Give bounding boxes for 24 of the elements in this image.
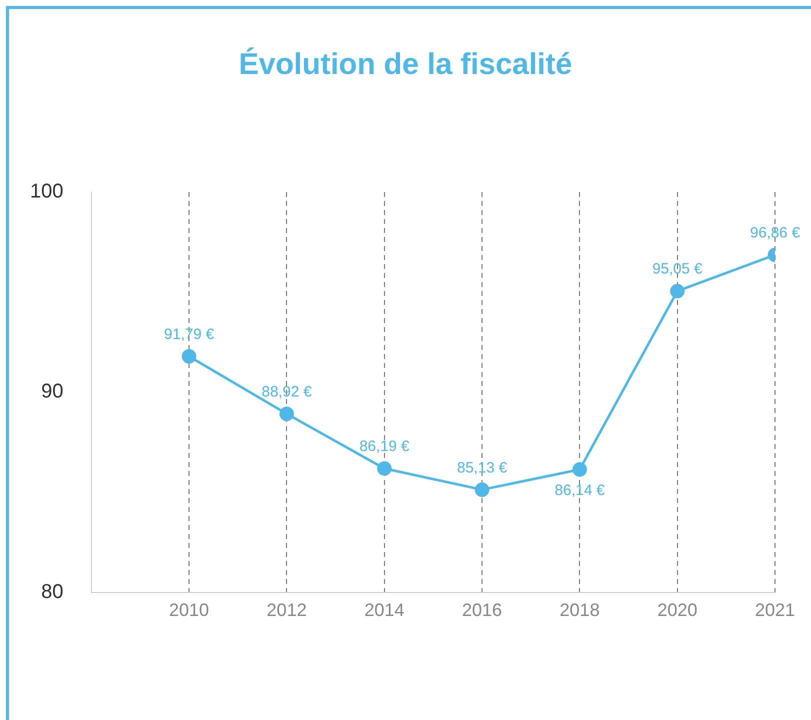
point [670,284,685,298]
data-label: 96,86 € [750,224,801,242]
x-tick-label: 2014 [364,600,404,620]
x-tick-label: 2018 [560,600,600,620]
x-tick-label: 2021 [754,600,796,620]
x-tick-label: 2016 [462,600,502,620]
data-label: 91,79 € [164,326,215,344]
x-tick-label: 2020 [657,600,698,620]
y-tick-label: 100 [30,180,64,203]
x-tick-label: 2010 [169,600,210,620]
data-label: 86,14 € [554,482,606,500]
data-label: 88,92 € [262,383,312,400]
point [279,406,294,422]
point [474,482,490,497]
data-label: 95,05 € [652,260,704,278]
point [377,461,392,476]
data-label: 85,13 € [456,459,508,476]
chart-title: Évolution de la fiscalité [238,48,574,82]
point [572,462,587,477]
y-tick-label: 80 [41,580,64,603]
x-tick-label: 2012 [266,600,307,620]
point [182,349,196,364]
data-label: 86,19 € [359,438,410,456]
y-tick-label: 90 [41,380,64,403]
